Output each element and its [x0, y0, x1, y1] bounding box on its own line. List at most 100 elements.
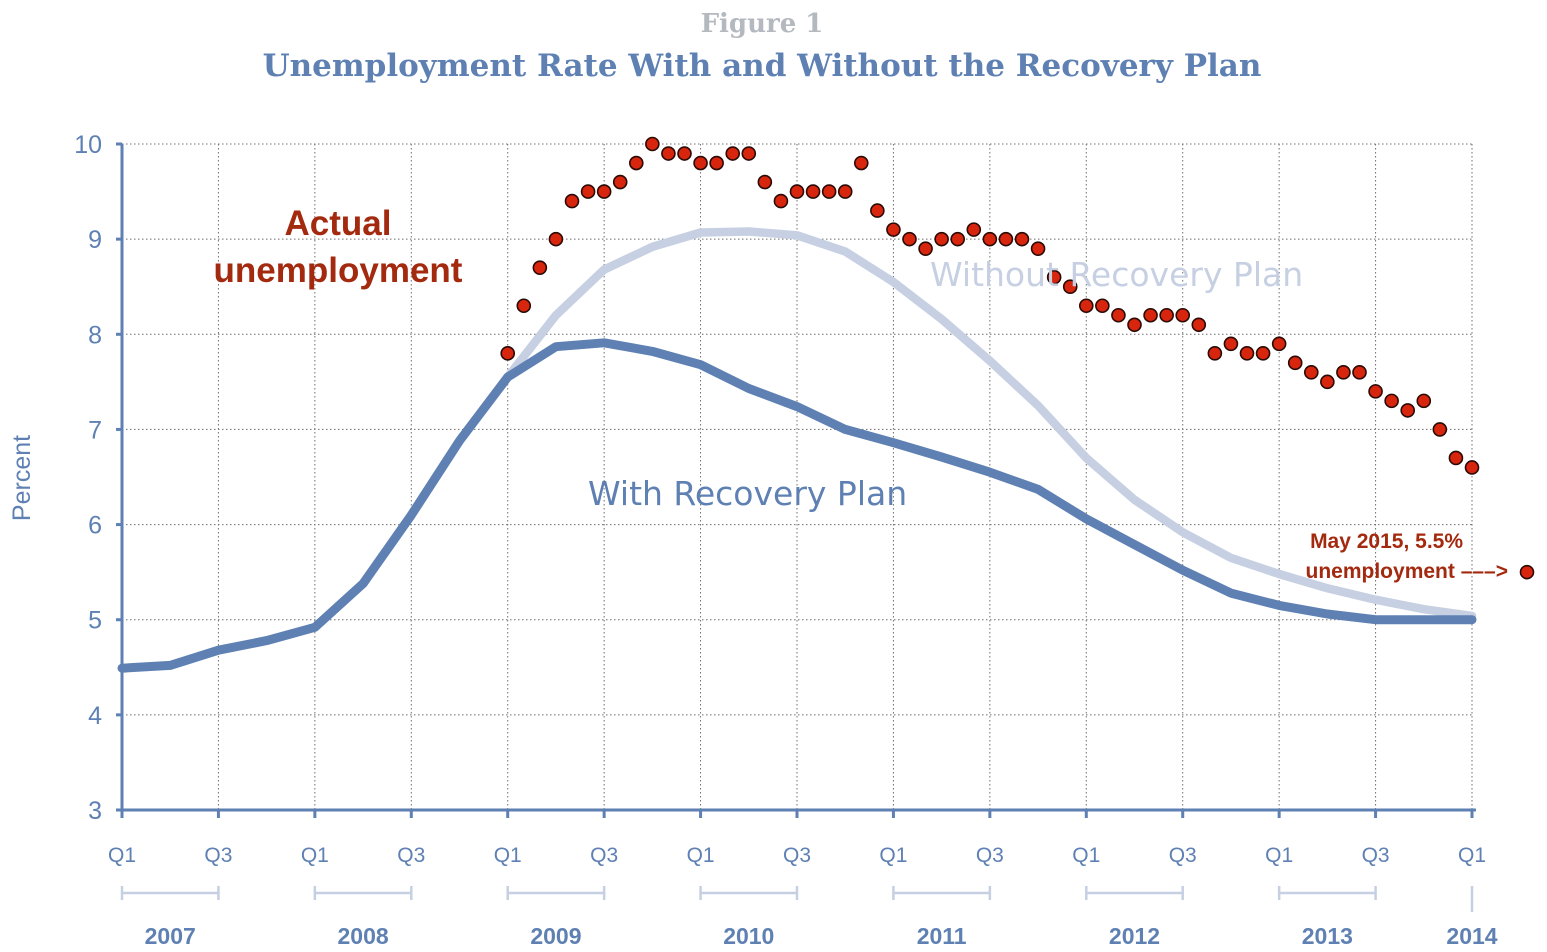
actual-point — [693, 155, 708, 171]
y-tick-label: 3 — [88, 797, 102, 825]
actual-point — [677, 146, 692, 161]
actual-point — [934, 231, 949, 247]
actual-label-line1: Actual — [285, 204, 392, 243]
year-bracket — [892, 886, 992, 900]
actual-point — [1271, 336, 1287, 352]
year-bracket — [1277, 886, 1377, 900]
actual-point — [661, 146, 676, 161]
x-tick-label: Q1 — [301, 844, 329, 867]
series-lines — [117, 227, 1477, 673]
actual-point — [998, 231, 1014, 247]
year-bracket — [313, 886, 413, 900]
year-label: 2010 — [723, 923, 774, 949]
actual-point — [1030, 241, 1046, 256]
y-tick-label: 7 — [88, 416, 102, 444]
x-tick-label: Q3 — [976, 844, 1004, 867]
year-label: 2012 — [1109, 923, 1160, 949]
actual-point — [870, 203, 885, 218]
actual-point — [1046, 269, 1062, 285]
actual-point — [1287, 355, 1303, 371]
x-tick-label: Q3 — [590, 844, 618, 867]
actual-point — [645, 136, 660, 152]
actual-point — [1448, 450, 1464, 466]
note-line1: May 2015, 5.5% — [1310, 530, 1463, 553]
y-tick-label: 9 — [88, 226, 102, 254]
y-tick-labels: 3 4 5 6 7 8 9 10 — [74, 131, 102, 825]
y-tick-label: 8 — [88, 321, 102, 349]
y-tick-label: 5 — [88, 607, 102, 635]
year-bracket — [699, 886, 799, 900]
axes — [116, 142, 1476, 818]
actual-point — [1432, 422, 1448, 437]
actual-point — [1239, 346, 1255, 361]
year-label: 2009 — [530, 923, 581, 949]
x-tick-label: Q1 — [494, 844, 522, 867]
actual-point — [1255, 346, 1271, 361]
y-tick-label: 6 — [88, 512, 102, 540]
y-axis-label: Percent — [8, 435, 36, 521]
chart-title: Unemployment Rate With and Without the R… — [263, 48, 1262, 84]
actual-point — [1078, 298, 1094, 314]
actual-point — [950, 231, 966, 247]
actual-point — [596, 184, 612, 199]
actual-point — [709, 155, 724, 171]
x-tick-label: Q3 — [397, 844, 425, 867]
actual-point — [757, 174, 773, 190]
actual-point — [1191, 317, 1207, 333]
with-plan-label: With Recovery Plan — [588, 474, 907, 513]
actual-point — [1207, 346, 1223, 361]
actual-point — [725, 146, 741, 161]
actual-point — [1111, 307, 1126, 323]
year-label: 2008 — [337, 923, 388, 949]
actual-point — [741, 146, 757, 161]
x-tick-labels: Q1 Q3 Q1 Q3 Q1 Q3 Q1 Q3 Q1 Q3 Q1 Q3 Q1 Q3 Q1 — [108, 844, 1486, 867]
actual-point — [853, 155, 869, 171]
figure-label: Figure 1 — [701, 9, 824, 39]
actual-point — [580, 184, 596, 199]
actual-point — [805, 184, 821, 199]
actual-point — [902, 231, 917, 247]
actual-point — [1014, 231, 1030, 247]
x-tick-label: Q1 — [687, 844, 715, 867]
actual-point — [886, 222, 901, 237]
actual-point — [789, 184, 805, 199]
year-label: 2013 — [1302, 923, 1353, 949]
actual-point — [821, 184, 837, 199]
y-tick-label: 10 — [74, 131, 102, 159]
note-line2: unemployment –––> — [1306, 560, 1508, 583]
without-plan-line — [503, 227, 1477, 621]
actual-point — [837, 184, 853, 199]
x-tick-label: Q1 — [879, 844, 907, 867]
actual-point — [1095, 298, 1110, 314]
year-label: 2014 — [1446, 923, 1497, 949]
actual-point — [918, 241, 933, 256]
actual-point — [1336, 365, 1351, 380]
x-tick-label: Q1 — [108, 844, 136, 867]
gridlines — [122, 143, 1473, 810]
x-tick-label: Q1 — [1072, 844, 1100, 867]
actual-point — [516, 298, 532, 314]
actual-point — [1175, 307, 1191, 323]
actual-point — [982, 231, 998, 247]
actual-point — [1143, 307, 1158, 323]
actual-point — [1223, 336, 1239, 352]
actual-point — [966, 222, 982, 237]
actual-point — [500, 346, 516, 361]
x-tick-label: Q1 — [1458, 844, 1486, 867]
x-tick-label: Q3 — [204, 844, 232, 867]
actual-point — [1416, 393, 1432, 409]
without-plan-label: Without Recovery Plan — [930, 255, 1303, 294]
may-2015-dot — [1519, 564, 1535, 580]
actual-point — [1062, 279, 1078, 295]
actual-point — [1303, 365, 1319, 380]
year-labels: 2007 2008 2009 2010 2011 2012 2013 2014 — [120, 886, 1498, 949]
actual-point — [1368, 384, 1383, 399]
x-tick-label: Q3 — [783, 844, 811, 867]
actual-point — [564, 193, 580, 209]
actual-label-line2: unemployment — [214, 251, 463, 290]
year-label: 2007 — [145, 923, 196, 949]
actual-dots — [500, 136, 1480, 475]
actual-point — [1352, 365, 1367, 380]
with-plan-line — [117, 338, 1477, 673]
